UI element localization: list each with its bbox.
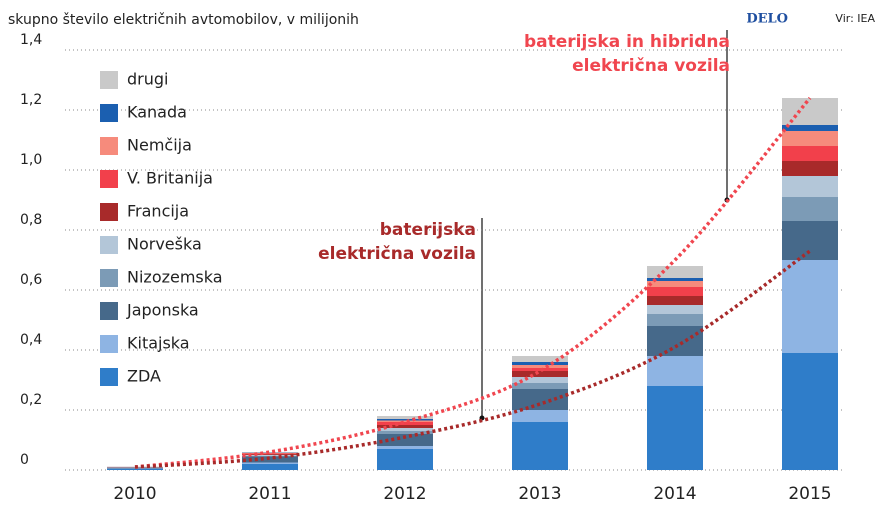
- bar-segment: [377, 431, 433, 434]
- legend-label: V. Britanija: [127, 169, 213, 188]
- bar-segment: [647, 266, 703, 278]
- bar-segment: [512, 356, 568, 362]
- bar-segment: [782, 125, 838, 131]
- bar-segment: [647, 296, 703, 305]
- bar-segment: [512, 383, 568, 389]
- x-tick-label: 2013: [518, 484, 561, 504]
- y-tick-label: 1,4: [20, 32, 42, 48]
- legend-swatch: [100, 104, 118, 122]
- legend-swatch: [100, 71, 118, 89]
- legend-swatch: [100, 269, 118, 287]
- legend-swatch: [100, 236, 118, 254]
- source: Vir: IEA: [835, 12, 875, 25]
- x-tick-label: 2014: [653, 484, 696, 504]
- bar-segment: [377, 446, 433, 449]
- bar-segment: [512, 362, 568, 365]
- x-tick-label: 2010: [113, 484, 156, 504]
- bar-segment: [782, 176, 838, 197]
- bar-segment: [782, 353, 838, 470]
- bar-segment: [647, 314, 703, 326]
- bar-segment: [377, 420, 433, 422]
- bar-segment: [782, 146, 838, 161]
- legend-label: drugi: [127, 70, 168, 89]
- bar-segment: [377, 449, 433, 470]
- bar-segment: [377, 416, 433, 419]
- trend-line: [134, 249, 812, 469]
- chart-title: skupno število električnih avtomobilov, …: [8, 12, 359, 28]
- bar-segment: [512, 422, 568, 470]
- legend-label: Nemčija: [127, 136, 192, 155]
- bar-segment: [512, 377, 568, 383]
- bar-segment: [512, 368, 568, 371]
- bar-segment: [782, 131, 838, 146]
- bar-segment: [647, 278, 703, 281]
- bar-segment: [242, 454, 298, 455]
- legend-label: Norveška: [127, 235, 202, 254]
- bar-segment: [782, 221, 838, 260]
- legend-swatch: [100, 203, 118, 221]
- bar-segment: [242, 464, 298, 470]
- legend-label: Kitajska: [127, 334, 190, 353]
- bar-segment: [242, 455, 298, 456]
- legend-label: Kanada: [127, 103, 187, 122]
- bar-segment: [512, 371, 568, 377]
- y-tick-label: 0,8: [20, 212, 42, 228]
- bar-segment: [107, 467, 163, 469]
- legend-label: Japonska: [126, 301, 199, 320]
- legend-swatch: [100, 137, 118, 155]
- legend-swatch: [100, 302, 118, 320]
- bar-segment: [647, 305, 703, 314]
- bar-segment: [377, 422, 433, 425]
- y-tick-label: 0,2: [20, 392, 42, 408]
- bar-segment: [782, 260, 838, 353]
- trend-line: [134, 96, 812, 469]
- line-annotation: baterijska in hibridna: [524, 32, 730, 52]
- y-tick-label: 0,6: [20, 272, 42, 288]
- bar-segment: [782, 197, 838, 221]
- bar-segment: [377, 434, 433, 446]
- bar-segment: [377, 428, 433, 431]
- legend-label: Nizozemska: [127, 268, 223, 287]
- bar-segment: [242, 452, 298, 453]
- y-tick-label: 1,0: [20, 152, 42, 168]
- brand: DELO: [746, 12, 788, 27]
- bar-segment: [647, 356, 703, 386]
- x-tick-label: 2015: [788, 484, 831, 504]
- bar-segment: [242, 456, 298, 463]
- y-tick-label: 0: [20, 452, 29, 468]
- bar-segment: [647, 281, 703, 287]
- bar-segment: [647, 386, 703, 470]
- line-annotation: električna vozila: [572, 56, 730, 76]
- legend-label: ZDA: [127, 367, 161, 386]
- bar-segment: [512, 389, 568, 410]
- x-tick-label: 2011: [248, 484, 291, 504]
- bar-segment: [107, 468, 163, 470]
- bar-segment: [377, 419, 433, 421]
- bar-segment: [647, 287, 703, 296]
- line-annotation: električna vozila: [318, 244, 476, 264]
- line-annotation: baterijska: [380, 220, 476, 240]
- bar-segment: [242, 455, 298, 457]
- legend-swatch: [100, 368, 118, 386]
- bar-segment: [782, 161, 838, 176]
- bar-segment: [647, 326, 703, 356]
- legend-label: Francija: [127, 202, 189, 221]
- legend-swatch: [100, 335, 118, 353]
- bar-segment: [242, 453, 298, 455]
- bar-segment: [512, 365, 568, 368]
- y-tick-label: 0,4: [20, 332, 42, 348]
- bar-segment: [242, 462, 298, 464]
- x-tick-label: 2012: [383, 484, 426, 504]
- bar-segment: [512, 410, 568, 422]
- bar-segment: [377, 425, 433, 428]
- y-tick-label: 1,2: [20, 92, 42, 108]
- bar-segment: [242, 452, 298, 454]
- legend-swatch: [100, 170, 118, 188]
